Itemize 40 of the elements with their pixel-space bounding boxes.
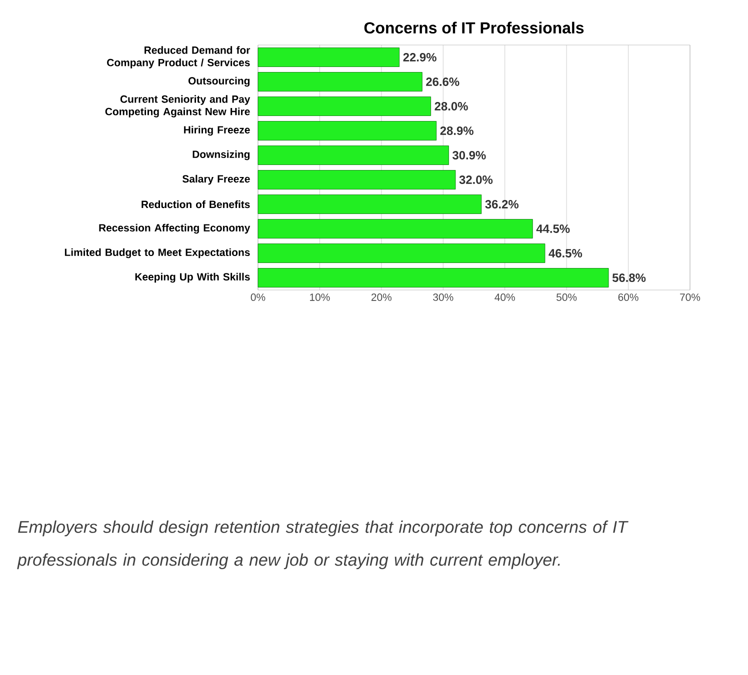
x-tick-label: 40% xyxy=(494,294,515,301)
x-tick-label: 70% xyxy=(680,294,700,301)
bar xyxy=(258,268,609,288)
data-label: 28.0% xyxy=(434,102,468,110)
x-tick-label: 20% xyxy=(371,294,392,301)
y-tick-label: Limited Budget to Meet Expectations xyxy=(64,248,250,258)
bar xyxy=(258,194,482,214)
y-tick-label: Reduced Demand for Company Product / Services xyxy=(107,46,250,68)
x-tick-label: 60% xyxy=(618,294,638,301)
data-label: 32.0% xyxy=(459,176,493,184)
data-label: 30.9% xyxy=(452,151,486,160)
data-label: 36.2% xyxy=(485,200,518,208)
y-tick-label: Outsourcing xyxy=(188,76,250,87)
data-label: 44.5% xyxy=(536,224,570,233)
bar xyxy=(258,121,437,140)
bar xyxy=(258,48,400,67)
text: Employers should design retention strategies that incorporate top concerns of IT professionals in considering a new job or staying with current employer. xyxy=(17,520,628,570)
y-tick-label: Keeping Up With Skills xyxy=(135,272,250,283)
data-label: 46.5% xyxy=(548,249,582,258)
data-label: 56.8% xyxy=(612,274,646,282)
data-label: 28.9% xyxy=(440,126,474,135)
bar xyxy=(258,96,431,116)
data-label: 22.9% xyxy=(403,53,436,62)
data-label: 26.6% xyxy=(426,78,460,86)
bar xyxy=(258,170,456,190)
bar xyxy=(258,219,533,238)
y-tick-label: Recession Affecting Economy xyxy=(99,224,250,234)
bar xyxy=(258,72,422,92)
y-tick-label: Reduction of Benefits xyxy=(142,200,250,208)
y-tick-label: Salary Freeze xyxy=(182,174,250,185)
bar xyxy=(258,244,546,263)
y-tick-label: Current Seniority and Pay Competing Against New Hire xyxy=(105,95,250,118)
x-tick-label: 0% xyxy=(250,294,266,301)
x-tick-label: 10% xyxy=(310,294,330,301)
x-tick-label: 50% xyxy=(556,294,577,301)
x-tick-label: 30% xyxy=(433,294,454,301)
chart-title: Concerns of IT Professionals xyxy=(364,22,584,34)
bar xyxy=(258,146,449,165)
y-tick-label: Hiring Freeze xyxy=(184,126,250,136)
y-tick-label: Downsizing xyxy=(192,150,250,160)
